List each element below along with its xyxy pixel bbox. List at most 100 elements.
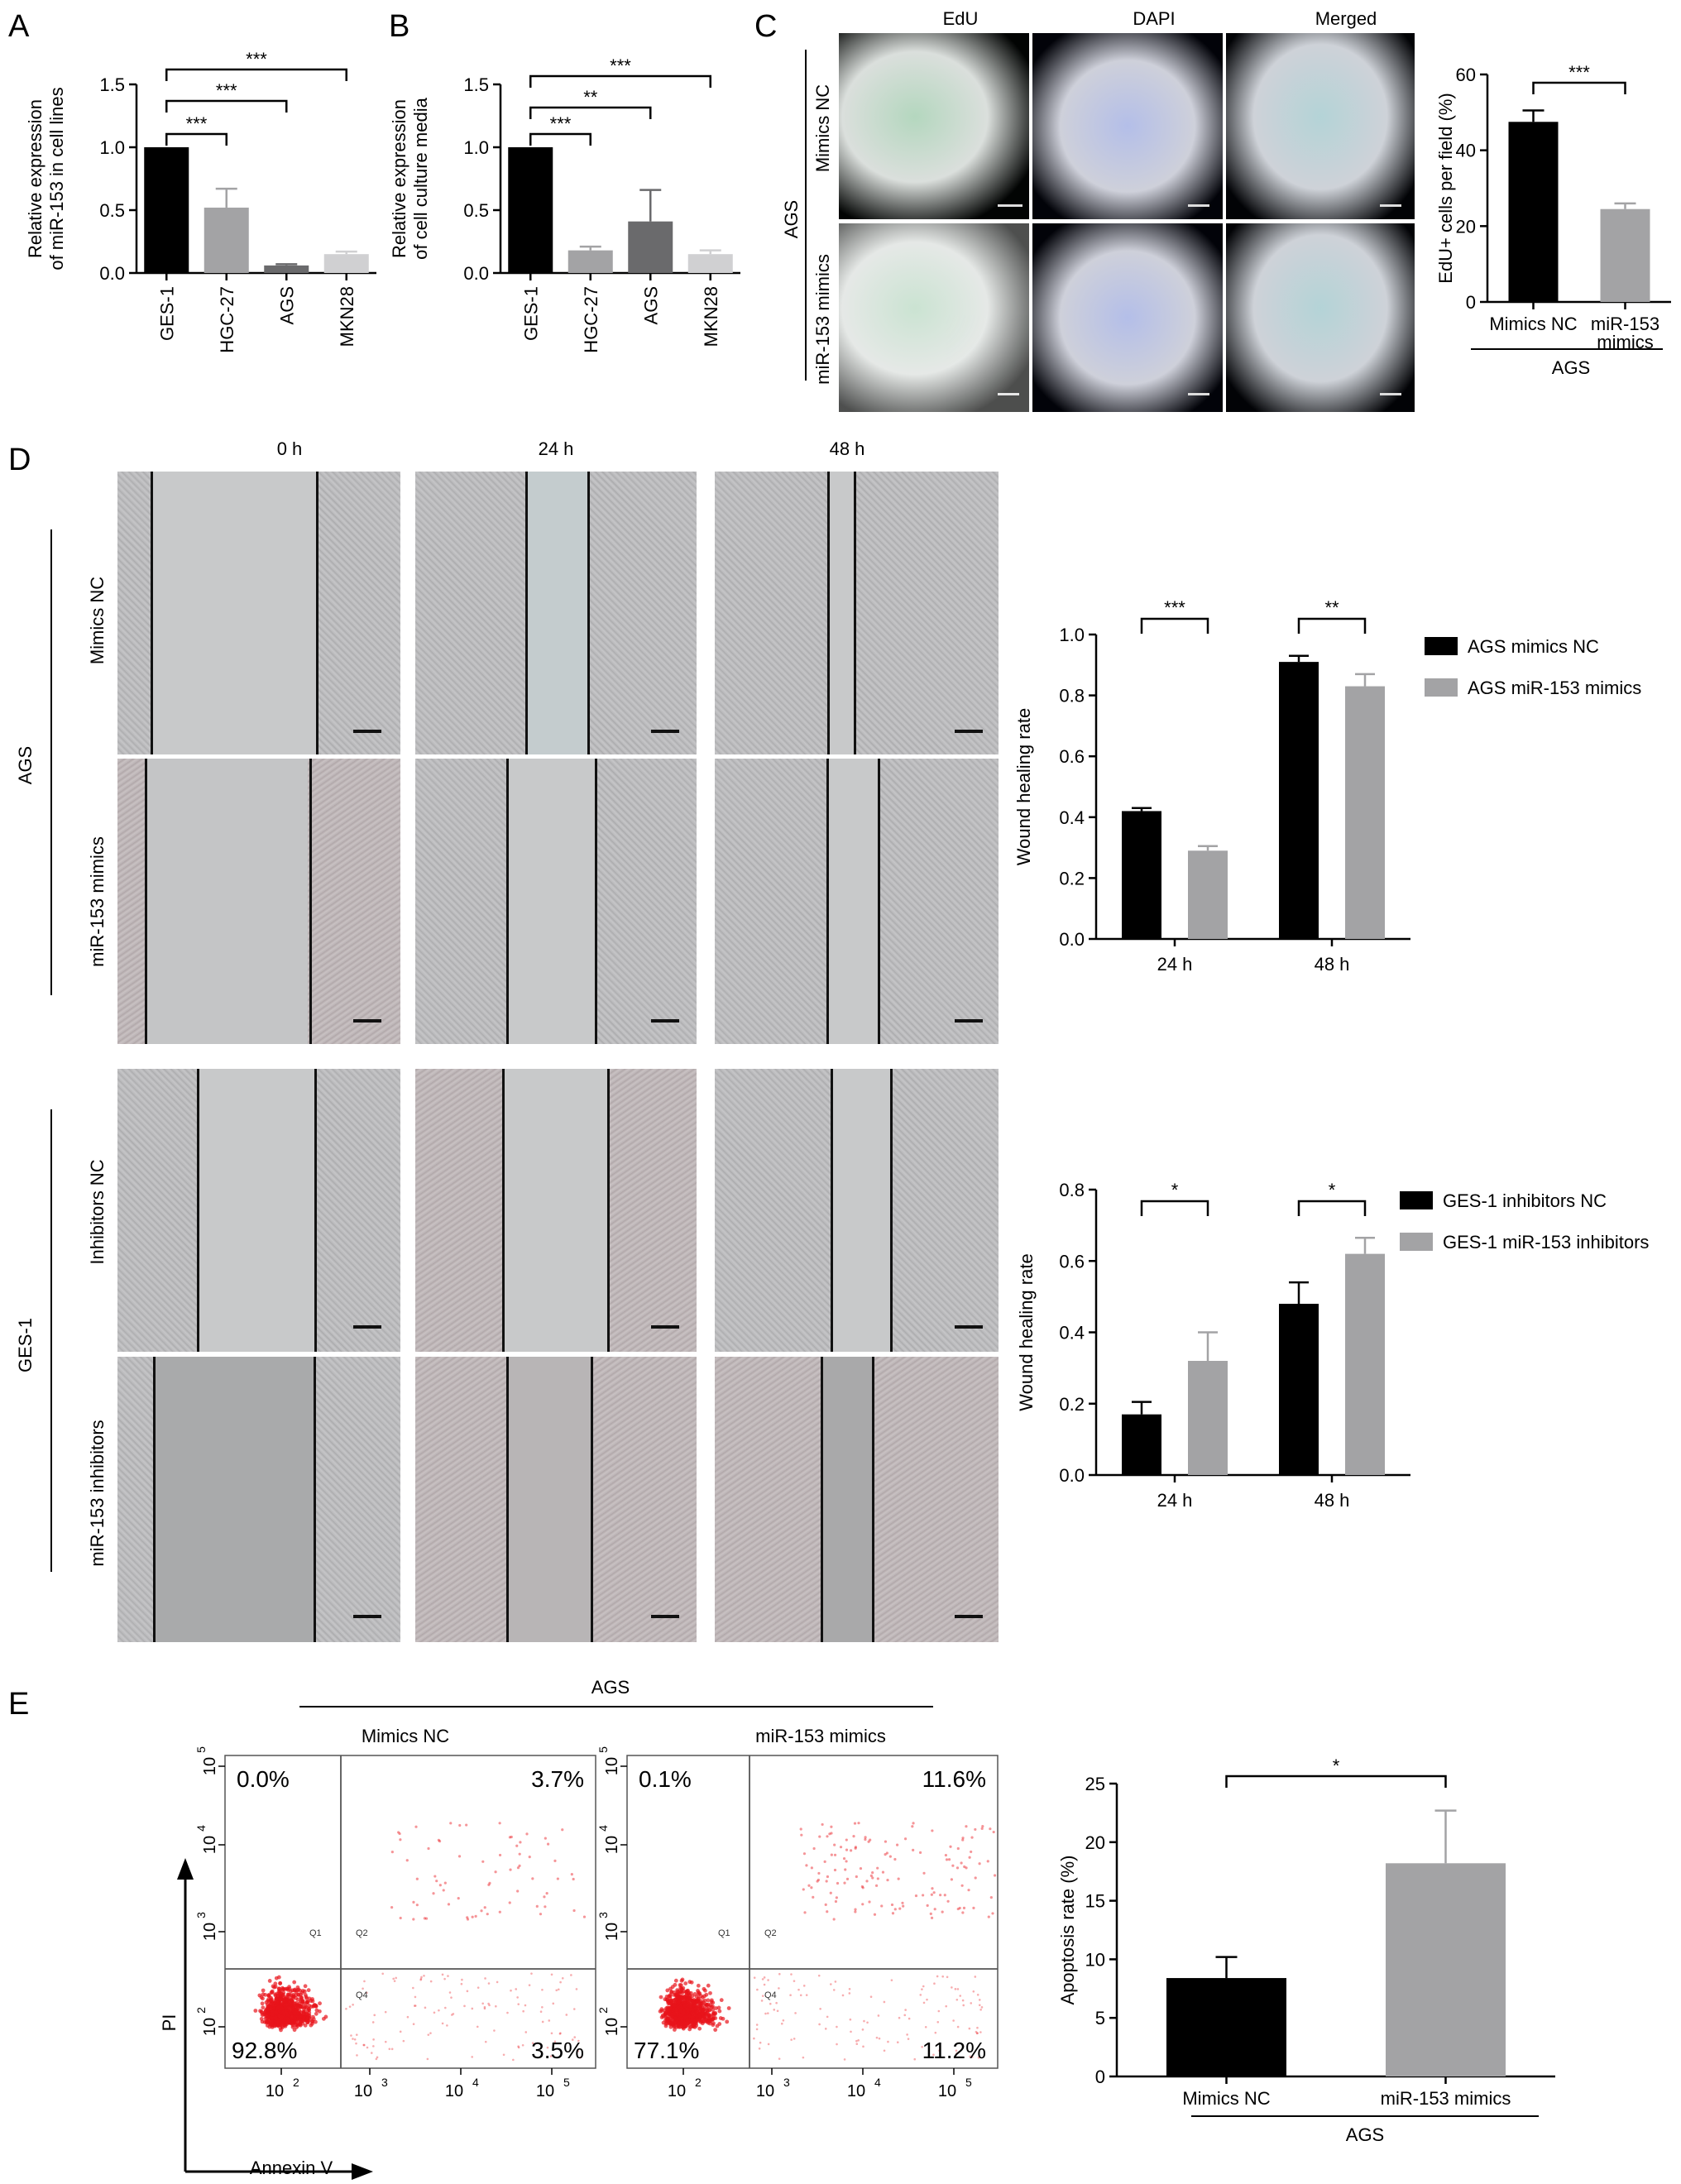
wound-image-ges1-nc-0h	[117, 1069, 400, 1352]
flow-event	[463, 2004, 466, 2008]
flow-event	[835, 1896, 838, 1899]
flow-event	[539, 1913, 543, 1916]
flow-event	[834, 1899, 838, 1904]
flow-event	[700, 2001, 705, 2005]
legend-label: GES-1 miR-153 inhibitors	[1443, 1232, 1649, 1252]
y-axis-label: EdU+ cells per field (%)	[1435, 93, 1456, 283]
flow-event	[817, 1878, 820, 1882]
flow-event	[961, 1838, 965, 1842]
flow-event	[767, 1979, 769, 1981]
significance-label: ***	[216, 80, 237, 101]
legend-swatch	[1425, 678, 1458, 697]
flow-event	[471, 2007, 474, 2010]
flow-event	[555, 1989, 558, 1992]
bar	[568, 250, 613, 273]
flow-event	[681, 2011, 686, 2015]
flow-event	[818, 1835, 821, 1838]
legend-label: GES-1 inhibitors NC	[1443, 1190, 1607, 1211]
flow-event	[494, 1870, 497, 1874]
bar	[1166, 1978, 1286, 2076]
flow-event	[531, 2042, 534, 2045]
flow-xlabel: Annexin V	[250, 2158, 333, 2178]
x-tick-label: GES-1	[156, 286, 177, 341]
flow-event	[429, 2032, 432, 2034]
flow-event	[267, 1979, 272, 1983]
flow-event	[687, 1980, 692, 1985]
flow-event	[303, 2023, 308, 2028]
flow-event	[824, 2028, 827, 2030]
flow-event	[965, 1825, 968, 1828]
flow-quadrant-value: 11.2%	[922, 2038, 986, 2063]
flow-event	[956, 1907, 960, 1911]
flow-event	[307, 1996, 312, 2001]
flow-event	[524, 2004, 527, 2007]
flow-event	[830, 1983, 832, 1985]
flow-event	[314, 2004, 318, 2009]
flow-event	[681, 1989, 686, 1994]
flow-event	[833, 1868, 837, 1872]
flow-event	[876, 1866, 879, 1870]
flow-gate-label: Q2	[356, 1928, 368, 1938]
flow-event	[572, 1909, 576, 1913]
flow-event	[921, 1988, 923, 1990]
flow-x-tick-label: 10	[536, 2082, 554, 2100]
flow-event	[261, 1996, 265, 2001]
flow-event	[857, 2039, 860, 2042]
flow-event	[278, 1980, 283, 1985]
flow-event	[449, 1822, 453, 1825]
annexin-axis-arrowhead	[352, 2163, 373, 2180]
flow-x-tick-label: 10	[756, 2082, 774, 2100]
flow-event	[758, 2047, 761, 2050]
flow-event	[524, 2031, 528, 2033]
flow-event	[692, 1992, 697, 1996]
flow-event	[427, 2033, 430, 2036]
flow-event	[286, 2018, 291, 2023]
y-tick-label: 15	[1085, 1891, 1105, 1912]
panel-letter-e: E	[8, 1687, 29, 1722]
flow-event	[890, 1903, 894, 1907]
flow-event	[793, 2038, 796, 2040]
flow-event	[668, 2024, 673, 2029]
flow-event	[903, 1837, 908, 1841]
flow-event	[487, 1883, 491, 1886]
significance-bracket	[1140, 1200, 1209, 1216]
edu-image-mimics-edu	[839, 223, 1029, 412]
bar	[1386, 1863, 1506, 2076]
flow-event	[929, 1912, 932, 1915]
flow-event	[714, 2006, 718, 2010]
flow-event	[669, 1990, 673, 1995]
significance-bracket	[1140, 617, 1209, 634]
flow-event	[922, 1871, 926, 1875]
flow-event	[828, 1832, 831, 1836]
flow-event	[711, 2021, 716, 2026]
flow-event	[539, 2010, 543, 2014]
flow-event	[672, 2011, 677, 2016]
flow-event	[672, 2028, 677, 2032]
flow-event	[776, 2009, 779, 2013]
chart-e-apoptosis: 0 5 10 15 20 25 Apoptosis rate (%) Mimics NC miR…	[1057, 1755, 1555, 2145]
flow-event	[702, 1986, 706, 1991]
flow-dot-cloud	[658, 1822, 997, 2061]
flow-event	[493, 2029, 496, 2032]
flow-event	[679, 1983, 683, 1988]
flow-event	[955, 2052, 958, 2055]
flow-event	[264, 2000, 269, 2004]
flow-event	[848, 1992, 851, 1995]
flow-event	[715, 2024, 720, 2028]
flow-event	[466, 1916, 469, 1919]
y-axis-label: Apoptosis rate (%)	[1057, 1856, 1078, 2005]
flow-event	[704, 2011, 709, 2016]
flow-x-tick-exponent: 2	[695, 2076, 702, 2089]
flow-event	[836, 2043, 838, 2046]
flow-event	[963, 1865, 966, 1869]
flow-event	[951, 1986, 953, 1989]
bar	[1345, 686, 1385, 939]
bar	[1279, 662, 1319, 939]
flow-event	[898, 2016, 901, 2019]
flow-event	[869, 1838, 872, 1842]
flow-event	[433, 2011, 436, 2014]
flow-plot-title: miR-153 mimics	[755, 1726, 886, 1746]
flow-event	[355, 2033, 358, 2036]
flow-event	[483, 2007, 486, 2010]
flow-event	[279, 2028, 283, 2033]
